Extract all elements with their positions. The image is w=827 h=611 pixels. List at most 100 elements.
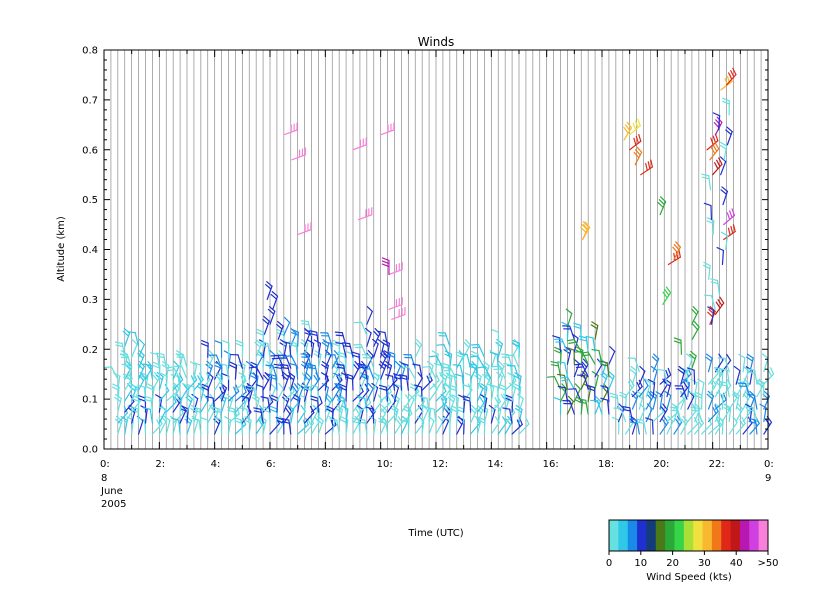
wind-barb [613, 407, 627, 423]
y-axis-label: Altitude (km) [56, 216, 67, 282]
wind-barb [474, 371, 482, 391]
wind-barb [735, 403, 744, 423]
wind-barb [426, 360, 434, 380]
wind-barb [357, 418, 368, 435]
wind-barb [635, 418, 647, 435]
x-tick-label: 10: [377, 459, 393, 470]
wind-barb [366, 382, 374, 402]
wind-barb [482, 360, 490, 380]
wind-barb [225, 393, 234, 413]
wind-barb [552, 335, 562, 353]
wind-barb [446, 374, 458, 391]
wind-barb [316, 415, 324, 435]
wind-barb [756, 379, 765, 398]
wind-barb [280, 363, 292, 380]
y-tick-label: 0.2 [82, 345, 98, 356]
colorbar-swatch [674, 520, 685, 551]
wind-barb [701, 173, 712, 191]
wind-barb [731, 391, 740, 410]
wind-barb [151, 371, 160, 391]
wind-barb [580, 221, 589, 241]
x-tick-label: 8: [321, 459, 331, 470]
wind-barb [270, 405, 278, 424]
wind-barb [590, 321, 599, 340]
wind-barb [412, 363, 423, 380]
wind-barb [574, 350, 589, 365]
wind-barb [414, 338, 422, 358]
wind-barb [440, 393, 448, 413]
wind-barb [306, 339, 315, 358]
wind-barb [260, 341, 271, 358]
wind-barb [507, 372, 515, 391]
wind-barb [733, 365, 741, 385]
wind-barb [255, 384, 264, 402]
wind-barb [303, 416, 315, 435]
wind-barb [719, 156, 727, 176]
wind-barb [297, 222, 312, 236]
wind-barb [307, 364, 320, 380]
wind-barb [403, 353, 416, 369]
wind-barb [747, 368, 758, 385]
wind-barb [234, 417, 243, 435]
wind-barb [399, 374, 409, 391]
wind-barb [707, 306, 715, 325]
wind-barb [281, 417, 292, 435]
wind-barb [629, 365, 638, 385]
wind-barb [662, 286, 672, 305]
wind-barb [715, 416, 724, 435]
wind-barb [269, 382, 277, 402]
wind-barb [303, 405, 315, 424]
colorbar: 0 10 20 30 40 >50 [606, 519, 779, 569]
wind-barb [448, 384, 458, 402]
wind-barb [387, 351, 396, 369]
wind-barb [645, 417, 654, 435]
wind-barb [365, 327, 372, 347]
wind-barb [644, 378, 652, 398]
wind-barb [262, 315, 270, 335]
wind-barb [253, 407, 264, 424]
wind-barb [712, 112, 721, 131]
wind-barb [490, 384, 499, 402]
wind-barb [392, 393, 400, 413]
wind-barb [554, 338, 569, 353]
wind-barb [186, 373, 198, 391]
wind-barb [267, 305, 276, 325]
wind-barb [310, 395, 320, 413]
wind-barb [691, 321, 700, 340]
wind-barb [672, 241, 681, 261]
wind-barb [470, 355, 486, 369]
wind-barb [414, 384, 423, 402]
wind-barb [189, 361, 198, 380]
colorbar-tick-label: 0 [606, 558, 612, 569]
wind-barb [235, 339, 244, 358]
x-tick-label: 0: [764, 459, 774, 470]
wind-barb [599, 360, 610, 378]
colorbar-swatch [665, 520, 675, 551]
wind-barb [421, 373, 433, 391]
wind-barb [491, 329, 500, 347]
date-end-label: 9 [765, 473, 771, 484]
wind-barb [691, 306, 699, 325]
wind-barb [223, 350, 232, 369]
wind-barb [638, 379, 649, 398]
wind-barb [640, 159, 653, 176]
wind-barb [659, 403, 668, 423]
wind-barb [578, 335, 589, 353]
wind-barb [158, 406, 167, 424]
wind-barb [221, 339, 230, 358]
wind-barb [313, 350, 322, 369]
wind-barb [468, 362, 479, 380]
wind-barb [361, 354, 375, 369]
y-axis: 0.0 0.1 0.2 0.3 0.4 0.5 0.6 0.7 0.8 [82, 46, 768, 456]
wind-barb [175, 350, 184, 369]
wind-barb [426, 406, 437, 424]
wind-barb [435, 384, 447, 402]
wind-barb [633, 146, 643, 166]
wind-barb [502, 407, 513, 424]
wind-barb [611, 416, 620, 435]
wind-barb [356, 404, 364, 424]
y-tick-label: 0.0 [82, 445, 98, 456]
wind-barb [719, 141, 728, 161]
wind-barb [574, 363, 589, 378]
wind-barb [712, 157, 723, 176]
